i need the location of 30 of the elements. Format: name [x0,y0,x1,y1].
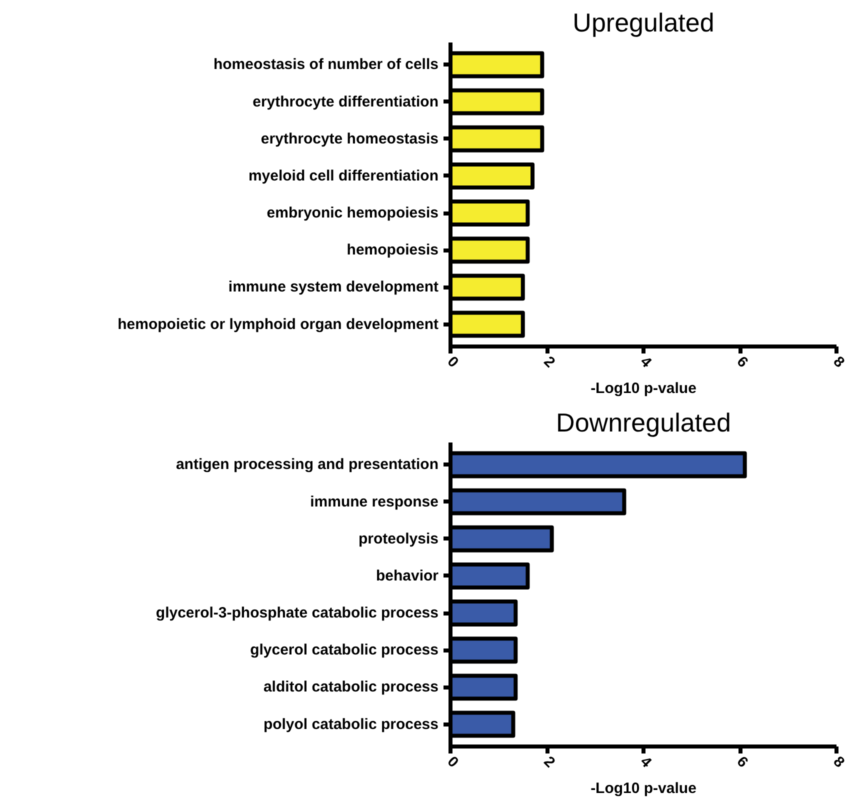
y-tick-label: myeloid cell differentiation [248,167,439,184]
y-tick-label: hemopoietic or lymphoid organ development [118,316,439,333]
y-tick-label: erythrocyte homeostasis [260,130,439,148]
y-tick-label: behavior [376,567,439,584]
y-tick-label: glycerol-3-phosphate catabolic process [156,604,439,622]
x-tick-label: 0 [444,353,462,372]
x-axis-title: -Log10 p-value [590,780,696,798]
x-tick-label: 2 [540,353,558,372]
y-tick-label: proteolysis [358,530,439,548]
x-tick-label: 6 [733,753,752,772]
y-tick-label: embryonic hemopoiesis [266,204,438,222]
y-tick-label: homeostasis of number of cells [213,56,439,74]
x-tick-label: 2 [540,753,558,772]
y-tick-label: antigen processing and presentation [176,456,439,474]
y-tick-label: polyol catabolic process [263,716,439,733]
y-tick-label: immune system development [228,278,439,296]
x-tick-label: 8 [830,753,846,772]
y-tick-label: alditol catabolic process [263,678,439,696]
x-axis-title: -Log10 p-value [590,380,696,398]
y-tick-label: erythrocyte differentiation [252,93,439,110]
x-tick-label: 8 [830,353,846,372]
x-tick-label: 4 [636,353,656,372]
chart-title: Downregulated [556,408,731,438]
y-tick-label: glycerol catabolic process [250,642,439,659]
y-tick-label: hemopoiesis [346,242,439,259]
y-tick-label: immune response [310,493,439,510]
x-tick-label: 0 [444,753,462,772]
chart-title: Upregulated [572,8,714,38]
x-tick-label: 6 [733,353,752,372]
x-tick-label: 4 [636,753,656,772]
